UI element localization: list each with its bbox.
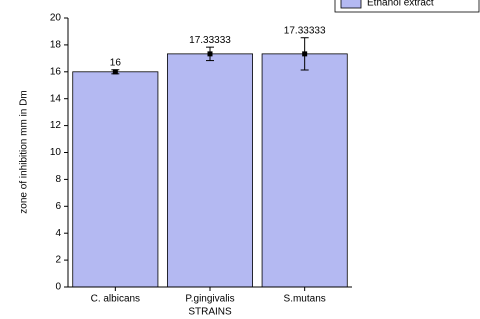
value-label: 17.33333 (189, 35, 231, 46)
y-tick-label: 6 (55, 201, 61, 212)
bar (261, 53, 348, 288)
y-tick-label: 18 (50, 40, 62, 51)
bar (72, 71, 159, 288)
x-axis-label: STRAINS (188, 307, 232, 318)
x-tick-label: P.gingivalis (185, 294, 234, 305)
legend-box (334, 0, 480, 13)
error-bar-part (302, 51, 308, 57)
y-tick-label: 4 (55, 228, 61, 239)
value-label: 17.33333 (284, 25, 326, 36)
y-tick-label: 14 (50, 93, 62, 104)
bar (166, 53, 253, 288)
legend-label: Ethanol extract (367, 0, 434, 9)
y-tick-label: 8 (55, 174, 61, 185)
y-tick-label: 20 (50, 13, 62, 24)
y-axis-label: zone of inhibition mm in Dm (19, 90, 30, 213)
x-tick-label: C. albicans (91, 294, 140, 305)
error-bar (111, 69, 120, 75)
error-bar-part (207, 51, 213, 57)
x-tick-label: S.mutans (284, 294, 326, 305)
legend-swatch (340, 0, 362, 9)
y-tick-label: 2 (55, 255, 61, 266)
y-tick-label: 16 (50, 66, 62, 77)
y-tick-label: 10 (50, 147, 62, 158)
error-bar (300, 37, 309, 71)
y-tick-label: 0 (55, 282, 61, 293)
y-tick-label: 12 (50, 120, 62, 131)
value-label: 16 (110, 57, 122, 68)
error-bar (206, 46, 214, 62)
error-bar-part (112, 69, 118, 75)
